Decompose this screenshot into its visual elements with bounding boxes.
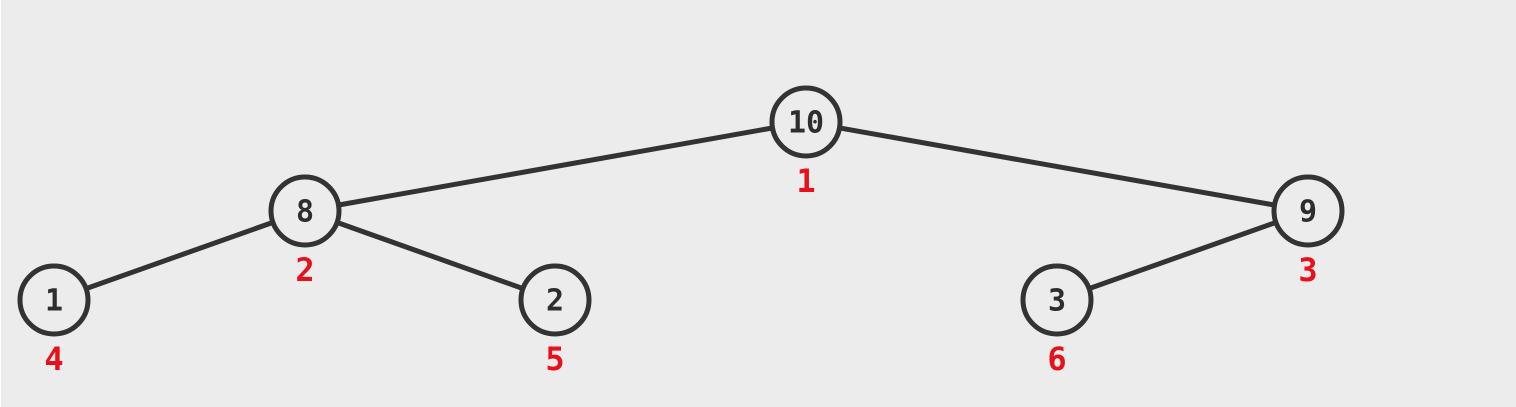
- node-index-label: 4: [44, 340, 63, 378]
- tree-edges: [51, 119, 1311, 303]
- node-value: 8: [296, 195, 314, 230]
- edge-n2-n5: [302, 208, 558, 303]
- edge-n1-n3: [803, 119, 1311, 214]
- edge-n2-n4: [51, 208, 308, 303]
- node-value: 2: [546, 284, 564, 319]
- tree-node: 93: [1271, 174, 1345, 289]
- tree-node: 14: [17, 263, 91, 378]
- node-circle: [268, 174, 342, 248]
- node-value: 1: [45, 284, 63, 319]
- node-value: 3: [1048, 284, 1066, 319]
- tree-node: 10 1: [769, 85, 843, 200]
- edge-n3-n6: [1054, 208, 1311, 303]
- node-value: 10: [788, 106, 824, 141]
- node-index-label: 5: [545, 340, 564, 378]
- node-circle: [769, 85, 843, 159]
- node-index-label: 6: [1047, 340, 1066, 378]
- node-index-label: 3: [1298, 251, 1317, 289]
- node-circle: [518, 263, 592, 337]
- node-circle: [1271, 174, 1345, 248]
- tree-node: 82: [268, 174, 342, 289]
- edge-n1-n2: [302, 119, 809, 214]
- node-index-label: 1: [796, 162, 815, 200]
- node-index-label: 2: [295, 251, 314, 289]
- tree-node: 25: [518, 263, 592, 378]
- tree-node: 36: [1020, 263, 1094, 378]
- node-circle: [1020, 263, 1094, 337]
- node-circle: [17, 263, 91, 337]
- node-value: 9: [1299, 195, 1317, 230]
